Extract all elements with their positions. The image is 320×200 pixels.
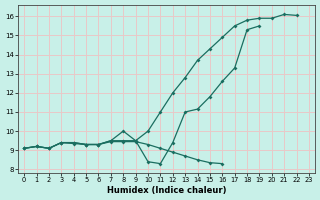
X-axis label: Humidex (Indice chaleur): Humidex (Indice chaleur) — [107, 186, 226, 195]
